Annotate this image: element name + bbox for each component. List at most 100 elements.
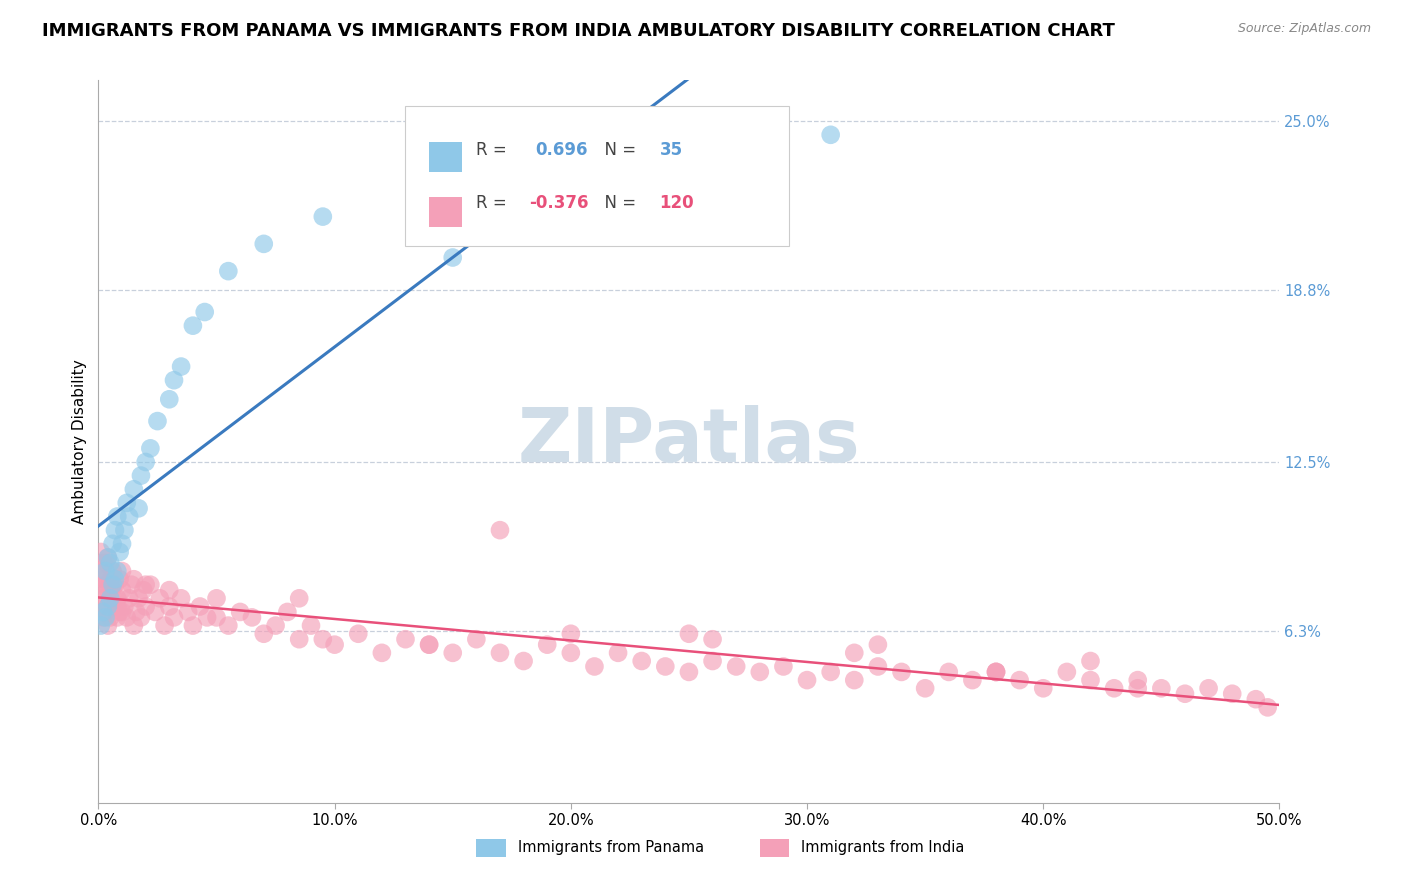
Point bbox=[146, 414, 169, 428]
Point bbox=[1056, 665, 1078, 679]
Point bbox=[1102, 681, 1125, 696]
Point bbox=[962, 673, 984, 687]
Point bbox=[465, 632, 488, 647]
Point bbox=[104, 523, 127, 537]
Point bbox=[288, 591, 311, 606]
Point bbox=[108, 572, 131, 586]
Point bbox=[489, 646, 512, 660]
Text: 0.696: 0.696 bbox=[536, 141, 588, 160]
Point bbox=[163, 373, 186, 387]
Point bbox=[98, 572, 121, 586]
Point bbox=[90, 564, 112, 578]
Point bbox=[288, 632, 311, 647]
Point bbox=[796, 673, 818, 687]
Point bbox=[105, 591, 128, 606]
Point bbox=[98, 610, 121, 624]
Text: -0.376: -0.376 bbox=[530, 194, 589, 212]
Point bbox=[122, 572, 145, 586]
Point bbox=[94, 556, 117, 570]
Point bbox=[253, 236, 276, 251]
Point bbox=[104, 577, 127, 591]
Point bbox=[312, 210, 335, 224]
Point bbox=[607, 646, 630, 660]
Point bbox=[104, 572, 127, 586]
Bar bbox=[429, 142, 463, 172]
Point bbox=[654, 659, 676, 673]
Point bbox=[122, 482, 145, 496]
Point bbox=[101, 537, 124, 551]
Point bbox=[489, 523, 512, 537]
Point bbox=[371, 646, 394, 660]
Point bbox=[157, 392, 180, 407]
Point bbox=[108, 545, 131, 559]
Point bbox=[105, 599, 128, 614]
Point bbox=[135, 577, 157, 591]
Point bbox=[1126, 681, 1149, 696]
Point bbox=[91, 605, 114, 619]
Point bbox=[101, 583, 124, 598]
Point bbox=[170, 591, 193, 606]
Point bbox=[112, 599, 135, 614]
Point bbox=[217, 264, 239, 278]
Point bbox=[91, 591, 114, 606]
Point bbox=[105, 509, 128, 524]
Point bbox=[678, 626, 700, 640]
Point bbox=[139, 577, 162, 591]
Point bbox=[105, 564, 128, 578]
Point bbox=[90, 545, 112, 559]
Point bbox=[1008, 673, 1031, 687]
Text: 35: 35 bbox=[659, 141, 682, 160]
Point bbox=[98, 591, 121, 606]
Point bbox=[217, 618, 239, 632]
Point bbox=[1257, 700, 1279, 714]
Point bbox=[1080, 673, 1102, 687]
Point bbox=[253, 626, 276, 640]
Y-axis label: Ambulatory Disability: Ambulatory Disability bbox=[72, 359, 87, 524]
Point bbox=[984, 665, 1007, 679]
Point bbox=[177, 605, 200, 619]
Point bbox=[118, 591, 141, 606]
Point bbox=[163, 610, 186, 624]
Bar bbox=[759, 838, 789, 857]
Point bbox=[844, 646, 866, 660]
Point bbox=[128, 501, 150, 516]
Point bbox=[94, 577, 117, 591]
Point bbox=[181, 618, 204, 632]
Point bbox=[536, 638, 558, 652]
Point bbox=[890, 665, 912, 679]
Point bbox=[181, 318, 204, 333]
Text: Immigrants from India: Immigrants from India bbox=[801, 840, 965, 855]
Point bbox=[111, 564, 134, 578]
Point bbox=[1150, 681, 1173, 696]
Point bbox=[135, 455, 157, 469]
Point bbox=[844, 673, 866, 687]
Point bbox=[394, 632, 416, 647]
Text: ZIPatlas: ZIPatlas bbox=[517, 405, 860, 478]
Point bbox=[122, 618, 145, 632]
Point bbox=[101, 577, 124, 591]
Point bbox=[866, 638, 889, 652]
Point bbox=[418, 638, 440, 652]
Point bbox=[111, 537, 134, 551]
Point bbox=[725, 659, 748, 673]
Point bbox=[512, 654, 534, 668]
Point bbox=[90, 583, 112, 598]
Point bbox=[312, 632, 335, 647]
Point bbox=[702, 632, 724, 647]
Point bbox=[149, 591, 172, 606]
Point bbox=[94, 564, 117, 578]
Point bbox=[157, 583, 180, 598]
Point bbox=[105, 610, 128, 624]
Text: Immigrants from Panama: Immigrants from Panama bbox=[517, 840, 704, 855]
Point bbox=[441, 646, 464, 660]
Point bbox=[194, 305, 217, 319]
Point bbox=[97, 599, 120, 614]
Point bbox=[135, 599, 157, 614]
Point bbox=[128, 591, 150, 606]
Point bbox=[866, 659, 889, 673]
Point bbox=[129, 468, 152, 483]
Point bbox=[276, 605, 298, 619]
Point bbox=[195, 610, 218, 624]
Bar bbox=[477, 838, 506, 857]
Point bbox=[441, 251, 464, 265]
